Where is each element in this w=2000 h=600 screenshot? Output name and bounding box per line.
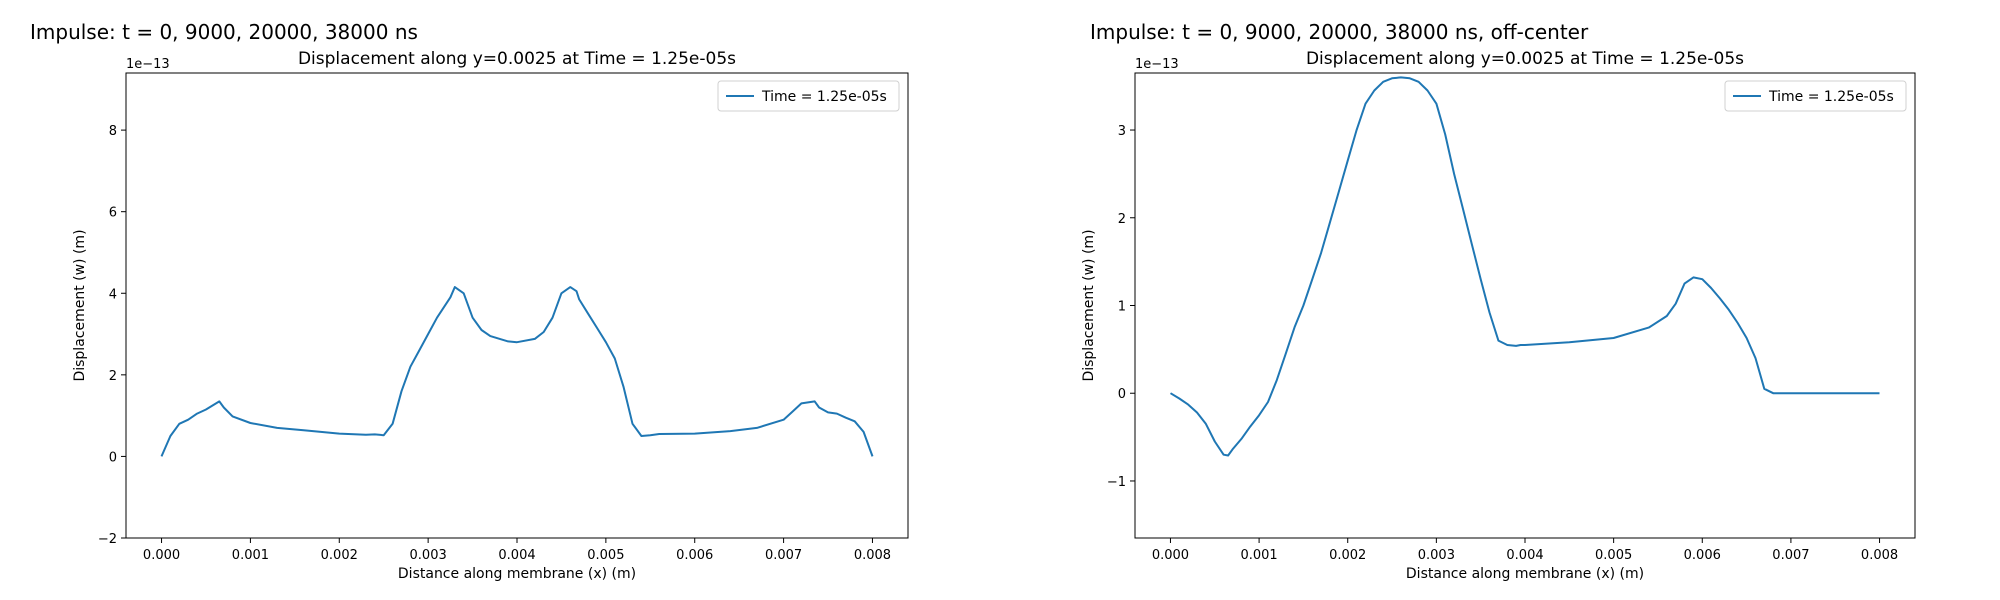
series-line-0	[160, 286, 874, 457]
legend-label: Time = 1.25e-05s	[1768, 89, 1894, 105]
x-axis-label: Distance along membrane (x) (m)	[398, 566, 636, 582]
chart-title: Displacement along y=0.0025 at Time = 1.…	[298, 49, 736, 69]
y-axis-label: Displacement (w) (m)	[1081, 229, 1097, 381]
x-tick-label: 0.008	[1861, 548, 1898, 563]
x-tick-label: 0.001	[232, 548, 269, 563]
x-tick-label: 0.006	[676, 548, 713, 563]
x-axis-label: Distance along membrane (x) (m)	[1406, 566, 1644, 582]
x-tick-label: 0.007	[765, 548, 802, 563]
x-tick-label: 0.005	[587, 548, 624, 563]
x-tick-label: 0.000	[143, 548, 180, 563]
x-tick-label: 0.001	[1240, 548, 1277, 563]
y-tick-label: −2	[98, 532, 117, 547]
x-tick-label: 0.003	[410, 548, 447, 563]
x-tick-label: 0.006	[1684, 548, 1721, 563]
y-tick-label: 0	[109, 450, 117, 465]
x-tick-label: 0.007	[1772, 548, 1809, 563]
x-tick-label: 0.004	[1506, 548, 1543, 563]
y-tick-label: 2	[109, 369, 117, 384]
y-tick-label: 3	[1118, 124, 1126, 139]
x-tick-label: 0.004	[498, 548, 535, 563]
chart-left: Displacement along y=0.0025 at Time = 1.…	[72, 49, 909, 582]
chart-title: Displacement along y=0.0025 at Time = 1.…	[1306, 49, 1744, 69]
y-tick-label: 8	[109, 124, 117, 139]
y-tick-label: 4	[109, 287, 117, 302]
plot-frame	[125, 72, 909, 539]
y-offset-label: 1e−13	[1135, 57, 1179, 72]
chart-right: Displacement along y=0.0025 at Time = 1.…	[1081, 49, 1916, 582]
x-tick-label: 0.002	[321, 548, 358, 563]
y-axis-label: Displacement (w) (m)	[72, 229, 88, 381]
plot-frame	[1134, 72, 1916, 539]
y-tick-label: 0	[1118, 387, 1126, 402]
figure-title-left: Impulse: t = 0, 9000, 20000, 38000 ns	[30, 20, 418, 44]
legend-box	[1724, 80, 1907, 112]
legend-box	[717, 80, 900, 112]
y-tick-label: 6	[109, 206, 117, 221]
x-tick-label: 0.002	[1329, 548, 1366, 563]
x-tick-label: 0.000	[1152, 548, 1189, 563]
series-line-0	[1169, 76, 1880, 457]
y-tick-label: −1	[1107, 475, 1126, 490]
figure-title-right: Impulse: t = 0, 9000, 20000, 38000 ns, o…	[1090, 20, 1589, 44]
y-tick-label: 2	[1118, 212, 1126, 227]
y-tick-label: 1	[1118, 300, 1126, 315]
legend-label: Time = 1.25e-05s	[761, 89, 887, 105]
x-tick-label: 0.008	[854, 548, 891, 563]
y-offset-label: 1e−13	[126, 57, 170, 72]
x-tick-label: 0.005	[1595, 548, 1632, 563]
x-tick-label: 0.003	[1418, 548, 1455, 563]
